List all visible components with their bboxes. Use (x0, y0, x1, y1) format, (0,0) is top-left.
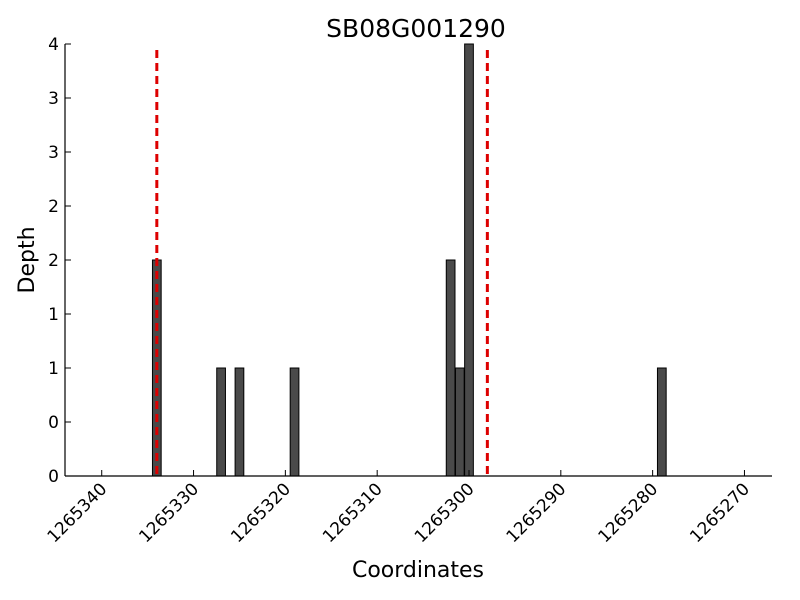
x-tick-label-2: 1265320 (227, 479, 295, 547)
depth-bar-6 (464, 43, 474, 477)
depth-bar-4 (445, 259, 456, 477)
y-tick-label-6: 3 (48, 143, 59, 163)
y-tick-label-8: 4 (48, 35, 59, 55)
x-tick-label-5: 1265290 (503, 479, 571, 547)
x-tick-label-1: 1265330 (135, 479, 203, 547)
x-tick-label-3: 1265310 (319, 479, 387, 547)
x-tick-label-4: 1265300 (411, 479, 479, 547)
x-tick-label-7: 1265270 (686, 479, 754, 547)
x-axis-title: Coordinates (352, 558, 484, 583)
depth-bar-5 (454, 367, 465, 477)
y-tick-label-2: 1 (48, 359, 59, 379)
x-tick-label-6: 1265280 (594, 479, 662, 547)
tick-labels: 0 0 1 1 2 2 3 3 4 1265340 1265330 1265320 1265310 126… (44, 35, 754, 547)
depth-bar-3 (289, 367, 300, 477)
chart-title: SB08G001290 (326, 14, 506, 43)
y-tick-label-1: 0 (48, 413, 59, 433)
depth-bar-1 (216, 367, 226, 477)
axes (64, 43, 772, 477)
bars-layer (151, 43, 667, 477)
y-tick-label-0: 0 (48, 467, 59, 487)
reference-lines (155, 50, 489, 476)
y-tick-label-5: 2 (48, 197, 59, 217)
y-axis-title: Depth (15, 226, 40, 293)
depth-bar-7 (656, 367, 667, 477)
y-tick-label-3: 1 (48, 305, 59, 325)
x-tick-label-0: 1265340 (44, 479, 112, 547)
depth-bar-2 (234, 367, 245, 477)
y-tick-label-4: 2 (48, 251, 59, 271)
y-tick-label-7: 3 (48, 89, 59, 109)
